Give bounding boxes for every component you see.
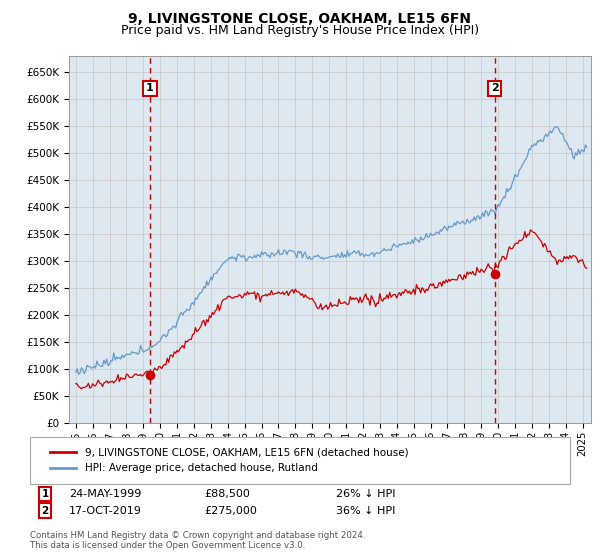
Text: 1: 1	[146, 83, 154, 94]
Text: 36% ↓ HPI: 36% ↓ HPI	[336, 506, 395, 516]
Text: 2: 2	[491, 83, 499, 94]
Text: 9, LIVINGSTONE CLOSE, OAKHAM, LE15 6FN: 9, LIVINGSTONE CLOSE, OAKHAM, LE15 6FN	[128, 12, 472, 26]
Text: Contains HM Land Registry data © Crown copyright and database right 2024.
This d: Contains HM Land Registry data © Crown c…	[30, 531, 365, 550]
Text: 24-MAY-1999: 24-MAY-1999	[69, 489, 142, 499]
Legend: 9, LIVINGSTONE CLOSE, OAKHAM, LE15 6FN (detached house), HPI: Average price, det: 9, LIVINGSTONE CLOSE, OAKHAM, LE15 6FN (…	[46, 444, 412, 477]
Text: 26% ↓ HPI: 26% ↓ HPI	[336, 489, 395, 499]
Text: 17-OCT-2019: 17-OCT-2019	[69, 506, 142, 516]
Text: Price paid vs. HM Land Registry's House Price Index (HPI): Price paid vs. HM Land Registry's House …	[121, 24, 479, 36]
Text: 2: 2	[41, 506, 49, 516]
FancyBboxPatch shape	[30, 437, 570, 484]
Text: £275,000: £275,000	[204, 506, 257, 516]
Text: 1: 1	[41, 489, 49, 499]
Text: £88,500: £88,500	[204, 489, 250, 499]
